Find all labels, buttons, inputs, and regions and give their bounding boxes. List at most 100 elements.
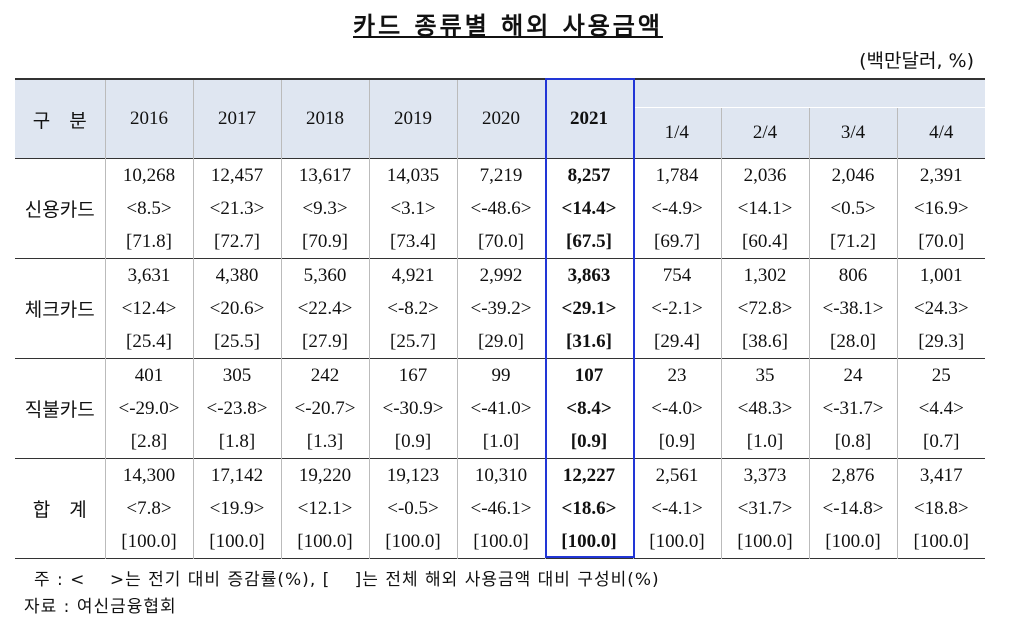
corner-header: 구 분: [15, 79, 105, 159]
column-header: 2016: [104, 79, 193, 159]
table-cell: 1,001 <24.3> [29.3]: [896, 258, 985, 359]
table-cell: 99 <-41.0> [1.0]: [456, 358, 545, 459]
cell-line: <29.1>: [561, 298, 617, 319]
cell-line: [0.9]: [658, 431, 696, 452]
table-cell: 3,373 <31.7> [100.0]: [720, 458, 809, 559]
table-cell: 2,876 <-14.8> [100.0]: [808, 458, 897, 559]
cell-line: 12,457: [210, 165, 264, 186]
table-cell: 4,921 <-8.2> [25.7]: [368, 258, 457, 359]
table-cell: 242 <-20.7> [1.3]: [280, 358, 369, 459]
cell-line: <24.3>: [913, 298, 969, 319]
table-cell: 8,257 <14.4> [67.5]: [544, 158, 633, 259]
table-cell: 2,391 <16.9> [70.0]: [896, 158, 985, 259]
table-cell: 2,046 <0.5> [71.2]: [808, 158, 897, 259]
table-head: 구 분 2016 2017 2018 2019 2020 2021 1/4 2/4 3/4 4/…: [15, 79, 985, 159]
cell-line: [29.0]: [478, 331, 524, 352]
cell-line: 7,219: [479, 165, 523, 186]
cell-line: <31.7>: [737, 498, 793, 519]
cell-line: <-41.0>: [470, 398, 532, 419]
table-cell: 5,360 <22.4> [27.9]: [280, 258, 369, 359]
unit: (백만달러, %): [859, 50, 974, 72]
cell-line: 3,631: [127, 265, 171, 286]
table-cell: 10,268 <8.5> [71.8]: [104, 158, 193, 259]
table-cell: 754 <-2.1> [29.4]: [632, 258, 721, 359]
cell-line: [1.0]: [746, 431, 784, 452]
cell-line: [70.9]: [302, 231, 348, 252]
cell-line: 1,784: [655, 165, 699, 186]
column-header: 2019: [368, 79, 457, 159]
cell-line: <-46.1>: [470, 498, 532, 519]
table-cell: 13,617 <9.3> [70.9]: [280, 158, 369, 259]
cell-line: [60.4]: [742, 231, 788, 252]
table-cell: 305 <-23.8> [1.8]: [192, 358, 281, 459]
table-cell: 24 <-31.7> [0.8]: [808, 358, 897, 459]
table-cell: 806 <-38.1> [28.0]: [808, 258, 897, 359]
cell-line: 5,360: [303, 265, 347, 286]
cell-line: <-39.2>: [470, 298, 532, 319]
cell-line: [28.0]: [830, 331, 876, 352]
cell-line: [29.3]: [918, 331, 965, 352]
cell-line: <19.9>: [209, 498, 265, 519]
column-header: 4/4: [896, 107, 985, 159]
cell-line: 401: [134, 365, 164, 386]
table-cell: 1,302 <72.8> [38.6]: [720, 258, 809, 359]
column-header: 2017: [192, 79, 281, 159]
cell-line: 2,036: [743, 165, 787, 186]
table-row: 신용카드 10,268 <8.5> [71.8] 12,457 <21.3> [72.7] 1…: [15, 158, 985, 259]
cell-line: 8,257: [567, 165, 611, 186]
cell-line: [0.9]: [570, 431, 608, 452]
cell-line: <-48.6>: [470, 198, 532, 219]
column-header: 2/4: [720, 107, 809, 159]
cell-line: [1.3]: [306, 431, 344, 452]
cell-line: <4.4>: [918, 398, 964, 419]
cell-line: [31.6]: [566, 331, 612, 352]
table-body: 신용카드 10,268 <8.5> [71.8] 12,457 <21.3> [72.7] 1…: [15, 158, 985, 559]
cell-line: [100.0]: [297, 531, 353, 552]
cell-line: [69.7]: [654, 231, 700, 252]
cell-line: 305: [222, 365, 252, 386]
cell-line: 2,876: [831, 465, 875, 486]
table-cell: 25 <4.4> [0.7]: [896, 358, 985, 459]
note: 주 : < >는 전기 대비 증감률(%), [ ]는 전체 해외 사용금액 대…: [34, 570, 660, 590]
cell-line: <-23.8>: [206, 398, 268, 419]
cell-line: 17,142: [210, 465, 264, 486]
cell-line: [25.4]: [126, 331, 172, 352]
cell-line: <-20.7>: [294, 398, 356, 419]
cell-line: 13,617: [298, 165, 352, 186]
cell-line: <21.3>: [209, 198, 265, 219]
cell-line: <-8.2>: [387, 298, 439, 319]
cell-line: <-14.8>: [822, 498, 884, 519]
cell-line: <-2.1>: [651, 298, 703, 319]
cell-line: 2,992: [479, 265, 523, 286]
cell-line: [67.5]: [566, 231, 612, 252]
cell-line: 24: [843, 365, 863, 386]
cell-line: <-4.0>: [651, 398, 703, 419]
cell-line: 14,035: [386, 165, 440, 186]
cell-line: 4,921: [391, 265, 435, 286]
cell-line: 754: [662, 265, 692, 286]
cell-line: [1.8]: [218, 431, 256, 452]
cell-line: 3,417: [919, 465, 963, 486]
cell-line: 35: [755, 365, 775, 386]
table-cell: 10,310 <-46.1> [100.0]: [456, 458, 545, 559]
table-cell: 3,417 <18.8> [100.0]: [896, 458, 985, 559]
cell-line: [2.8]: [130, 431, 168, 452]
cell-line: [27.9]: [302, 331, 348, 352]
table-cell: 17,142 <19.9> [100.0]: [192, 458, 281, 559]
cell-line: [25.7]: [390, 331, 436, 352]
table-cell: 7,219 <-48.6> [70.0]: [456, 158, 545, 259]
table-cell: 401 <-29.0> [2.8]: [104, 358, 193, 459]
table-cell: 14,035 <3.1> [73.4]: [368, 158, 457, 259]
cell-line: <9.3>: [302, 198, 348, 219]
cell-line: 23: [667, 365, 687, 386]
header-band: [632, 79, 985, 108]
cell-line: <12.1>: [297, 498, 353, 519]
cell-line: [70.0]: [918, 231, 965, 252]
cell-line: [100.0]: [209, 531, 265, 552]
cell-line: <3.1>: [390, 198, 436, 219]
cell-line: <48.3>: [737, 398, 793, 419]
column-header: 3/4: [808, 107, 897, 159]
table-row: 체크카드 3,631 <12.4> [25.4] 4,380 <20.6> [25.5] 5,…: [15, 258, 985, 359]
cell-line: [0.7]: [923, 431, 960, 452]
